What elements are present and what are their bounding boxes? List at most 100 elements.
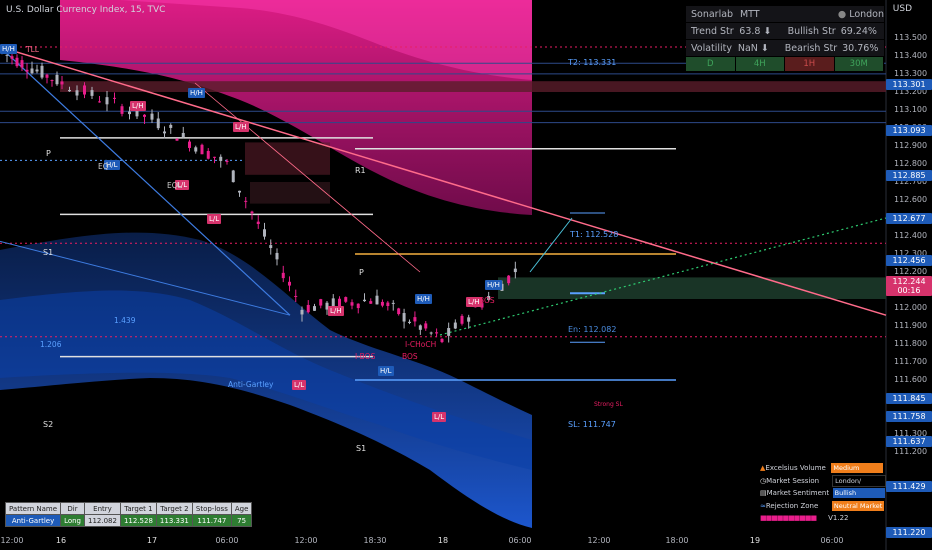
candle-body	[453, 322, 457, 329]
time-tick: 17	[146, 536, 158, 545]
candle-body	[440, 338, 444, 343]
candle-body	[313, 306, 316, 311]
structure-tag: H/H	[0, 44, 17, 54]
panel-cell: Sonarlab	[691, 8, 734, 20]
candle-body	[231, 170, 235, 183]
price-tick: 113.400	[894, 51, 928, 60]
price-tick: 113.500	[894, 33, 928, 42]
price-tick: 113.100	[894, 105, 928, 114]
price-tick: 111.600	[894, 375, 928, 384]
price-label: 111.429	[886, 481, 932, 492]
candle-body	[480, 303, 484, 308]
candle-body	[143, 114, 146, 117]
cell-target1: 112.528	[119, 514, 157, 527]
candle-body	[344, 297, 348, 302]
panel-cell: 30.76%	[842, 42, 879, 54]
structure-tag: L/H	[233, 122, 249, 132]
candle-body	[325, 302, 329, 310]
session-london: ● London	[833, 9, 884, 20]
candle-body	[181, 132, 185, 138]
price-tick: 112.900	[894, 141, 928, 150]
panel-cell: 63.8 ⬇	[739, 25, 772, 37]
session-name: London	[849, 8, 885, 20]
timeframe-d: D	[686, 57, 736, 71]
pattern-table-row: Anti-Gartley Long 112.082 112.528 113.33…	[4, 514, 253, 527]
candle-body	[113, 97, 116, 99]
candle-body	[424, 323, 428, 329]
panel-cell: MTT	[739, 8, 760, 20]
col-header: Dir	[60, 502, 86, 515]
structure-tag: L/L	[432, 412, 447, 422]
panel-row-1: Sonarlab MTT ● London	[686, 6, 884, 23]
price-tick: 111.200	[894, 447, 928, 456]
candle-body	[83, 85, 86, 95]
sonarlab-panel: Sonarlab MTT ● London Trend Str 63.8 ⬇ B…	[686, 6, 884, 71]
legend-row: ▲ Excelsius Volume Medium	[760, 462, 886, 475]
chart-annotation: I-CHoCH	[405, 340, 437, 349]
candle-body	[50, 80, 54, 82]
candle-body	[10, 56, 14, 59]
price-label: 111.637	[886, 436, 932, 447]
target-label: En: 112.082	[568, 325, 617, 334]
structure-tag: L/L	[292, 380, 307, 390]
price-label: 112.456	[886, 255, 932, 266]
structure-tag: H/H	[188, 88, 205, 98]
time-tick: 06:00	[215, 536, 239, 545]
legend-value: Medium	[831, 463, 884, 474]
entry-zone	[498, 277, 886, 299]
candle-body	[500, 283, 504, 291]
price-tick: 111.700	[894, 357, 928, 366]
price-label: 113.301	[886, 79, 932, 90]
candle-body	[350, 302, 354, 306]
candle-body	[90, 90, 94, 96]
legend-value: London/	[832, 474, 887, 487]
panel-cell: Bearish Str	[784, 42, 838, 54]
timeframe-1h: 1H	[785, 57, 835, 71]
candle-body	[408, 321, 411, 323]
price-tick: 112.600	[894, 195, 928, 204]
candle-body	[275, 252, 279, 260]
structure-tag: H/H	[485, 280, 502, 290]
target-label: Strong SL	[594, 401, 623, 408]
panel-row-2: Trend Str 63.8 ⬇ Bullish Str 69.24%	[686, 23, 884, 40]
timeframe-30m: 30M	[834, 57, 884, 71]
supply-zone-2	[245, 142, 330, 175]
price-tick: 113.200	[894, 87, 928, 96]
pattern-table-header: Pattern Name Dir Entry Target 1 Target 2…	[4, 502, 253, 515]
candle-body	[45, 74, 49, 78]
candle-body	[402, 313, 406, 322]
legend-row: ■■■■■■■■■■ V1.22	[760, 512, 886, 525]
clock-icon: ◷	[760, 476, 767, 485]
gartley-leg-2	[0, 240, 291, 316]
price-label: 113.093	[886, 125, 932, 136]
zigzag-line	[194, 82, 421, 273]
structure-tag: L/L	[207, 214, 222, 224]
up-trendline	[439, 217, 887, 336]
structure-tag: H/L	[104, 160, 120, 170]
chart-annotation: I-BOS	[355, 352, 376, 361]
pivot-label: P	[359, 268, 364, 277]
candle-body	[418, 325, 422, 330]
target-label: T1: 112.528	[570, 230, 619, 239]
candle-body	[429, 332, 433, 334]
candle-body	[386, 302, 390, 307]
candle-body	[288, 281, 291, 286]
candle-body	[281, 272, 285, 279]
candle-body	[225, 160, 229, 162]
cell-entry: 112.082	[84, 514, 121, 527]
dots-icon: ■■■■■■■■■■	[760, 514, 817, 523]
candle-body	[35, 69, 39, 72]
candle-body	[435, 332, 439, 334]
candle-body	[55, 74, 59, 85]
fire-icon: ▲	[760, 464, 766, 473]
legend-label: Rejection Zone	[765, 501, 819, 510]
candle-body	[238, 190, 241, 193]
timeframe-4h: 4H	[735, 57, 785, 71]
candle-body	[513, 268, 517, 273]
cell-stoploss: 111.747	[191, 514, 232, 527]
price-label: 112.244	[886, 276, 932, 287]
time-tick: 18:30	[363, 536, 387, 545]
candle-body	[150, 113, 154, 120]
